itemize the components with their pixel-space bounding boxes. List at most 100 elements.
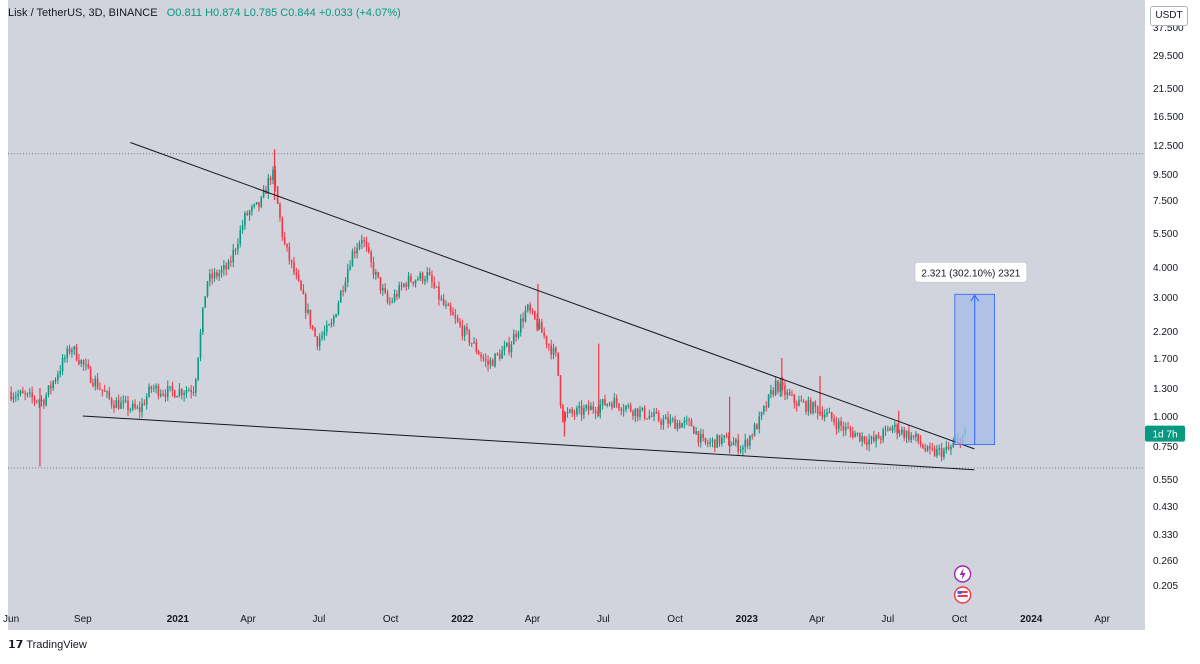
candle-body	[636, 408, 639, 417]
candle-body	[358, 243, 361, 249]
ohlc-values: O0.811 H0.874 L0.785 C0.844 +0.033 (+4.0…	[166, 7, 401, 19]
candle-body	[779, 382, 782, 392]
candle-body	[396, 293, 398, 297]
flag-canton	[957, 591, 962, 594]
lower-trendline[interactable]	[82, 415, 975, 471]
candle-body	[739, 449, 742, 452]
candle-body	[377, 271, 379, 278]
candle-body	[33, 397, 36, 401]
candle-body	[534, 311, 536, 319]
candle-body	[830, 412, 833, 419]
candle-body	[552, 347, 555, 355]
candle-body	[281, 217, 284, 237]
candle-body	[751, 435, 754, 437]
y-tick-label: 16.500	[1153, 112, 1184, 123]
candle-body	[564, 413, 567, 421]
candle-body	[643, 407, 646, 419]
candle-body	[777, 380, 779, 392]
candle-body	[784, 385, 786, 396]
candle-body	[279, 203, 281, 218]
candle-body	[353, 251, 356, 254]
candle-body	[361, 240, 363, 244]
candle-body	[332, 317, 335, 324]
candle-body	[898, 433, 901, 435]
currency-button[interactable]: USDT	[1150, 6, 1188, 26]
candle-body	[482, 357, 485, 359]
candle-body	[40, 399, 43, 401]
candle-body	[833, 418, 835, 423]
upper-trendline[interactable]	[130, 142, 975, 450]
candle-body	[323, 331, 326, 336]
candle-body	[351, 251, 354, 267]
candle-body	[597, 412, 599, 414]
candle-body	[805, 401, 807, 412]
candle-body	[873, 436, 875, 442]
candle-body	[816, 406, 819, 414]
candle-body	[821, 411, 824, 418]
candle-body	[445, 304, 447, 306]
candle-body	[239, 229, 242, 244]
candle-body	[127, 400, 129, 411]
y-tick-label: 9.500	[1153, 170, 1178, 181]
candle-body	[459, 321, 461, 326]
candle-body	[861, 436, 863, 442]
candle-body	[372, 262, 375, 275]
candle-body	[89, 367, 92, 383]
candle-body	[176, 396, 178, 398]
candle-body	[17, 394, 19, 397]
candle-body	[82, 360, 85, 365]
tradingview-logo[interactable]: 𝟭𝟳 TradingView	[8, 638, 87, 651]
candle-body	[714, 439, 716, 448]
candle-body	[251, 206, 253, 212]
x-tick-label: 2024	[1020, 614, 1043, 625]
candle-body	[548, 344, 550, 346]
candle-body	[835, 422, 838, 429]
candle-body	[480, 354, 482, 358]
candle-body	[120, 402, 122, 409]
candle-body	[61, 357, 64, 372]
candle-body	[627, 405, 630, 407]
candle-body	[501, 350, 503, 359]
candle-body	[770, 390, 772, 395]
candle-body	[311, 325, 314, 329]
candle-body	[884, 428, 887, 430]
candle-body	[50, 385, 52, 389]
candle-body	[124, 400, 127, 402]
candle-body	[108, 391, 111, 399]
candle-body	[678, 422, 681, 428]
candle-body	[541, 322, 543, 333]
candle-body	[29, 392, 31, 394]
candle-body	[117, 400, 120, 409]
candle-body	[166, 386, 169, 397]
candle-body	[103, 390, 106, 392]
candle-body	[183, 393, 185, 395]
candle-body	[316, 336, 319, 347]
candle-body	[12, 397, 15, 400]
candle-body	[365, 241, 368, 247]
candle-body	[192, 392, 195, 394]
candle-body	[669, 419, 672, 424]
candle-body	[171, 386, 174, 391]
candle-body	[648, 415, 651, 419]
candle-body	[96, 378, 99, 389]
candle-body	[618, 403, 620, 409]
candle-body	[526, 304, 529, 311]
candle-body	[286, 243, 288, 248]
candle-body	[823, 414, 826, 418]
candle-body	[59, 371, 62, 375]
candle-body	[653, 412, 655, 417]
x-tick-label: Oct	[952, 614, 968, 625]
tradingview-logo-icon: 𝟭𝟳	[8, 639, 24, 651]
candle-body	[141, 403, 143, 412]
y-tick-label: 1.300	[1153, 384, 1178, 395]
candle-body	[435, 286, 438, 288]
x-tick-label: 2023	[736, 614, 759, 625]
y-tick-label: 21.500	[1153, 84, 1184, 95]
candle-body	[950, 446, 952, 450]
candle-body	[206, 281, 209, 297]
candle-body	[393, 293, 396, 302]
measure-arrowhead	[970, 294, 980, 302]
candle-body	[608, 403, 611, 405]
